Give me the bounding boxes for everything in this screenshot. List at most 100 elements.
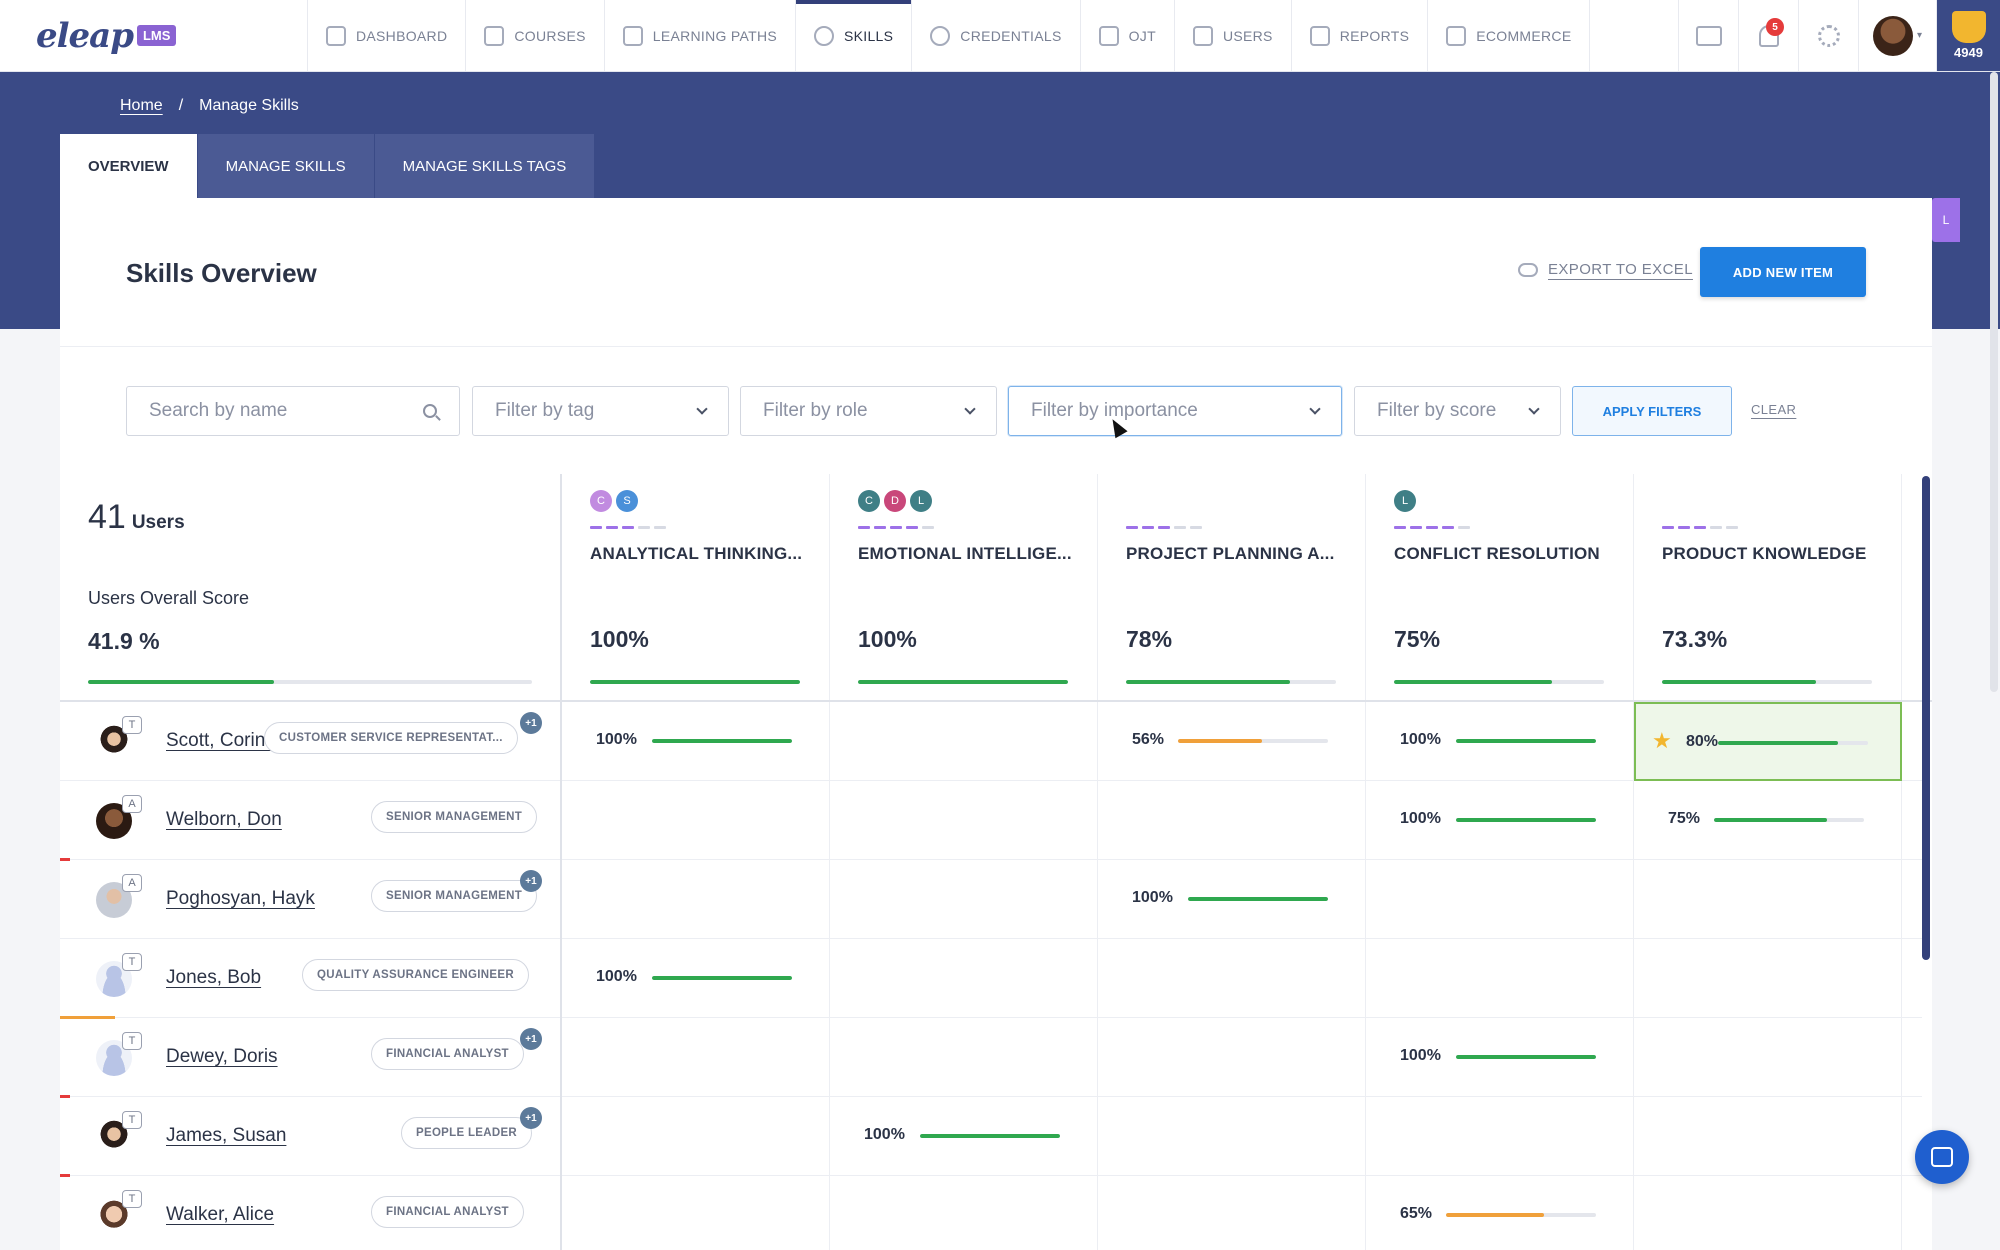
skill-score-cell[interactable] bbox=[1634, 939, 1902, 1018]
skill-column-header[interactable]: L CONFLICT RESOLUTION 75% bbox=[1366, 474, 1634, 700]
skill-score-cell[interactable] bbox=[830, 939, 1098, 1018]
cell-score-fill bbox=[1714, 818, 1827, 822]
points-trophy[interactable]: 4949 bbox=[1936, 0, 2000, 71]
search-input[interactable]: Search by name bbox=[126, 386, 460, 436]
tab-manage-skills-tags[interactable]: MANAGE SKILLS TAGS bbox=[374, 134, 596, 198]
nav-item-users[interactable]: USERS bbox=[1175, 0, 1292, 71]
user-name-link[interactable]: Jones, Bob bbox=[166, 967, 262, 988]
skill-score-cell[interactable] bbox=[1634, 1097, 1902, 1176]
filter-score-select[interactable]: Filter by score bbox=[1354, 386, 1561, 436]
skill-column-header[interactable]: C D L EMOTIONAL INTELLIGE... 100% bbox=[830, 474, 1098, 700]
skill-score-cell[interactable]: 100% bbox=[562, 939, 830, 1018]
settings-button[interactable] bbox=[1798, 0, 1858, 71]
importance-dash bbox=[1662, 526, 1674, 529]
skill-score-cell[interactable] bbox=[1366, 1097, 1634, 1176]
skill-score-cell[interactable] bbox=[1366, 860, 1634, 939]
user-name-link[interactable]: Walker, Alice bbox=[166, 1204, 275, 1225]
skill-score-cell[interactable]: 100% bbox=[830, 1097, 1098, 1176]
skill-score-cell[interactable] bbox=[1098, 781, 1366, 860]
avatar[interactable]: C bbox=[590, 490, 612, 512]
skill-score-cell[interactable]: ★ 80% bbox=[1634, 702, 1902, 781]
skill-score-cell[interactable] bbox=[562, 1018, 830, 1097]
skill-score-cell[interactable] bbox=[562, 1176, 830, 1250]
nav-item-reports[interactable]: REPORTS bbox=[1292, 0, 1429, 71]
skill-score-cell[interactable] bbox=[1634, 1018, 1902, 1097]
skill-score-cell[interactable] bbox=[830, 781, 1098, 860]
more-roles-badge[interactable]: +1 bbox=[520, 870, 542, 892]
filter-tag-select[interactable]: Filter by tag bbox=[472, 386, 729, 436]
avatar[interactable]: L bbox=[910, 490, 932, 512]
skill-score-cell[interactable]: 65% bbox=[1366, 1176, 1634, 1250]
skill-score-cell[interactable] bbox=[1098, 1176, 1366, 1250]
skill-score-cell[interactable]: 75% bbox=[1634, 781, 1902, 860]
skill-score-cell[interactable] bbox=[830, 702, 1098, 781]
skill-score-cell[interactable] bbox=[1098, 1018, 1366, 1097]
apply-filters-button[interactable]: APPLY FILTERS bbox=[1572, 386, 1732, 436]
support-chat-button[interactable] bbox=[1915, 1130, 1969, 1184]
more-roles-badge[interactable]: +1 bbox=[520, 1107, 542, 1129]
user-name-link[interactable]: Poghosyan, Hayk bbox=[166, 888, 315, 909]
skill-score-cell[interactable]: 100% bbox=[562, 702, 830, 781]
more-roles-badge[interactable]: +1 bbox=[520, 712, 542, 734]
importance-dash bbox=[890, 526, 902, 529]
skill-score-cell[interactable]: 100% bbox=[1366, 702, 1634, 781]
tab-overview[interactable]: OVERVIEW bbox=[60, 134, 198, 198]
nav-item-ecommerce[interactable]: ECOMMERCE bbox=[1428, 0, 1591, 71]
skill-score-cell[interactable]: 100% bbox=[1098, 860, 1366, 939]
skill-score-cell[interactable] bbox=[1366, 939, 1634, 1018]
skill-score-cell[interactable] bbox=[562, 860, 830, 939]
nav-item-learning-paths[interactable]: LEARNING PATHS bbox=[605, 0, 796, 71]
nav-item-dashboard[interactable]: DASHBOARD bbox=[308, 0, 467, 71]
importance-dash bbox=[654, 526, 666, 529]
skill-score: 75% bbox=[1394, 626, 1441, 652]
skill-score-cell[interactable]: 56% bbox=[1098, 702, 1366, 781]
clear-filters-button[interactable]: CLEAR bbox=[1751, 402, 1797, 417]
messages-button[interactable] bbox=[1678, 0, 1738, 71]
side-panel-tab[interactable]: L bbox=[1932, 198, 1960, 242]
avatar[interactable]: S bbox=[616, 490, 638, 512]
avatar[interactable]: L bbox=[1394, 490, 1416, 512]
avatar[interactable]: D bbox=[884, 490, 906, 512]
nav-item-skills[interactable]: SKILLS bbox=[796, 0, 913, 71]
filter-importance-select[interactable]: Filter by importance bbox=[1008, 386, 1342, 436]
tab-manage-skills[interactable]: MANAGE SKILLS bbox=[197, 134, 375, 198]
page-scrollbar[interactable] bbox=[1990, 72, 1998, 692]
cell-score: 100% bbox=[1400, 810, 1441, 827]
notifications-button[interactable]: 5 bbox=[1738, 0, 1798, 71]
matrix-scrollbar[interactable] bbox=[1922, 476, 1930, 960]
chat-icon bbox=[1695, 25, 1722, 46]
filter-role-select[interactable]: Filter by role bbox=[740, 386, 997, 436]
user-name-link[interactable]: Welborn, Don bbox=[166, 809, 282, 830]
gear-icon bbox=[814, 25, 834, 46]
app-logo[interactable]: eleap LMS bbox=[0, 0, 308, 71]
skill-score-cell[interactable] bbox=[562, 781, 830, 860]
nav-item-courses[interactable]: COURSES bbox=[466, 0, 605, 71]
skill-column-header[interactable]: C S ANALYTICAL THINKING... 100% bbox=[562, 474, 830, 700]
more-roles-badge[interactable]: +1 bbox=[520, 1028, 542, 1050]
user-name-link[interactable]: James, Susan bbox=[166, 1125, 287, 1146]
breadcrumb-home[interactable]: Home bbox=[120, 97, 163, 114]
skill-column-header[interactable]: PRODUCT KNOWLEDGE 73.3% bbox=[1634, 474, 1902, 700]
skill-score-cell[interactable] bbox=[830, 1018, 1098, 1097]
user-role-badge: CUSTOMER SERVICE REPRESENTAT... bbox=[264, 722, 518, 754]
skill-score-cell[interactable] bbox=[830, 1176, 1098, 1250]
skill-score-cell[interactable] bbox=[1098, 1097, 1366, 1176]
export-excel-button[interactable]: EXPORT TO EXCEL bbox=[1518, 261, 1693, 278]
skill-score-cell[interactable] bbox=[1098, 939, 1366, 1018]
skill-score-cell[interactable] bbox=[1634, 860, 1902, 939]
cell-score: 80% bbox=[1686, 733, 1719, 750]
logo-text: eleap bbox=[36, 15, 134, 56]
user-name-link[interactable]: Scott, Corine bbox=[166, 730, 276, 751]
nav-item-ojt[interactable]: OJT bbox=[1081, 0, 1175, 71]
avatar[interactable]: C bbox=[858, 490, 880, 512]
skill-score-cell[interactable]: 100% bbox=[1366, 1018, 1634, 1097]
skill-score-cell[interactable] bbox=[1634, 1176, 1902, 1250]
skill-score-cell[interactable] bbox=[562, 1097, 830, 1176]
user-menu[interactable]: ▾ bbox=[1858, 0, 1936, 71]
nav-item-credentials[interactable]: CREDENTIALS bbox=[912, 0, 1081, 71]
user-name-link[interactable]: Dewey, Doris bbox=[166, 1046, 278, 1067]
skill-column-header[interactable]: PROJECT PLANNING A... 78% bbox=[1098, 474, 1366, 700]
skill-score-cell[interactable]: 100% bbox=[1366, 781, 1634, 860]
add-new-item-button[interactable]: ADD NEW ITEM bbox=[1700, 247, 1866, 297]
skill-score-cell[interactable] bbox=[830, 860, 1098, 939]
